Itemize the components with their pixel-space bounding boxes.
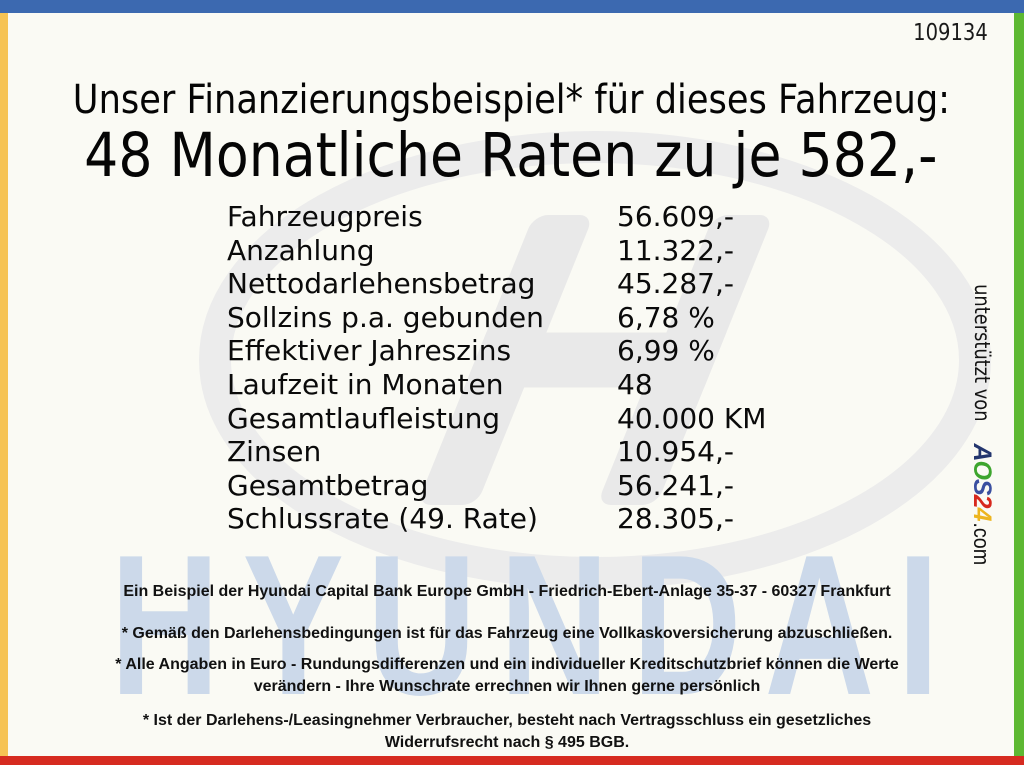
row-label: Anzahlung xyxy=(227,233,375,267)
row-label: Sollzins p.a. gebunden xyxy=(227,300,544,334)
row-value: 11.322,- xyxy=(617,233,734,267)
row-label: Gesamtlaufleistung xyxy=(227,401,501,435)
table-row: Gesamtbetrag 56.241,- xyxy=(227,469,766,503)
footnote-insurance: * Gemäß den Darlehensbedingungen ist für… xyxy=(121,625,893,642)
row-label: Schlussrate (49. Rate) xyxy=(227,502,538,536)
top-blue-bar xyxy=(0,0,1024,13)
table-row: Gesamtlaufleistung 40.000 KM xyxy=(227,402,766,436)
row-value: 40.000 KM xyxy=(617,401,767,435)
row-label: Nettodarlehensbetrag xyxy=(227,267,536,301)
footnote-line: Widerrufsrecht nach § 495 BGB. xyxy=(384,734,630,751)
footnote-line: verändern - Ihre Wunschrate errechnen wi… xyxy=(253,678,761,695)
row-value: 28.305,- xyxy=(617,502,734,536)
table-row: Zinsen 10.954,- xyxy=(227,435,766,469)
supported-by-sidebar: unterstützt von AOS24.com xyxy=(967,220,997,620)
financing-example-title: Unser Finanzierungsbeispiel* für dieses … xyxy=(72,77,950,123)
aos24-domain-suffix: .com xyxy=(969,522,995,566)
row-value: 6,99 % xyxy=(617,334,715,368)
bank-example-line: Ein Beispiel der Hyundai Capital Bank Eu… xyxy=(123,583,891,600)
row-label: Gesamtbetrag xyxy=(227,468,429,502)
hyundai-logo-watermark-icon xyxy=(199,131,991,589)
finance-table: Fahrzeugpreis 56.609,- Anzahlung 11.322,- … xyxy=(227,200,766,536)
footnote-euro-rounding: * Alle Angaben in Euro - Rundungsdiffere… xyxy=(20,654,994,698)
row-label: Fahrzeugpreis xyxy=(227,200,423,233)
bottom-red-bar xyxy=(0,756,1024,765)
reference-number: 109134 xyxy=(913,20,988,46)
aos24-letters: AOS24 xyxy=(968,443,997,521)
row-value: 10.954,- xyxy=(617,435,734,469)
table-row: Schlussrate (49. Rate) 28.305,- xyxy=(227,502,766,536)
row-value: 56.609,- xyxy=(617,200,734,233)
table-row: Laufzeit in Monaten 48 xyxy=(227,368,766,402)
hyundai-wordmark-watermark: HYUNDAI xyxy=(110,514,963,737)
table-row: Anzahlung 11.322,- xyxy=(227,234,766,268)
table-row: Sollzins p.a. gebunden 6,78 % xyxy=(227,301,766,335)
footnote-withdrawal-right: * Ist der Darlehens-/Leasingnehmer Verbr… xyxy=(20,710,994,754)
footnote-line: * Alle Angaben in Euro - Rundungsdiffere… xyxy=(115,656,899,673)
row-value: 56.241,- xyxy=(617,468,734,502)
supported-by-label: unterstützt von xyxy=(970,283,994,422)
row-label: Zinsen xyxy=(227,435,322,469)
row-label: Effektiver Jahreszins xyxy=(227,334,512,368)
footer-legal: Ein Beispiel der Hyundai Capital Bank Eu… xyxy=(20,581,994,754)
left-yellow-strip xyxy=(0,13,8,756)
row-label: Laufzeit in Monaten xyxy=(227,367,504,401)
right-green-strip xyxy=(1014,13,1024,756)
footnote-line: * Ist der Darlehens-/Leasingnehmer Verbr… xyxy=(142,712,872,729)
row-value: 6,78 % xyxy=(617,300,715,334)
row-value: 45.287,- xyxy=(617,267,734,301)
table-row: Fahrzeugpreis 56.609,- xyxy=(227,200,766,234)
aos24-logo: AOS24.com xyxy=(968,443,997,568)
row-value: 48 xyxy=(617,367,653,401)
table-row: Effektiver Jahreszins 6,99 % xyxy=(227,334,766,368)
monthly-rate-headline: 48 Monatliche Raten zu je 582,- xyxy=(84,120,938,191)
table-row: Nettodarlehensbetrag 45.287,- xyxy=(227,267,766,301)
